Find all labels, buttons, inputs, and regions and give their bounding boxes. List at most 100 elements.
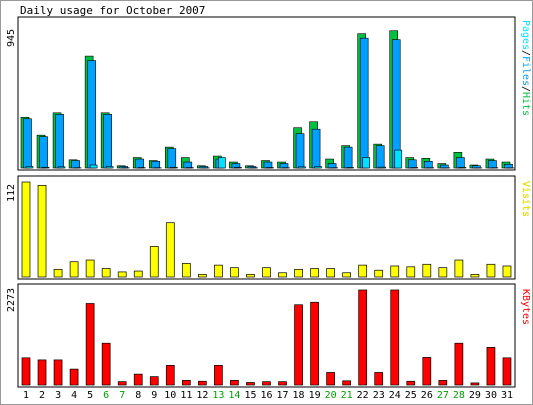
bar-files-day-17 [279,163,289,169]
bar-files-day-23 [375,145,385,169]
x-tick-label: 29 [469,390,481,401]
bar-kbytes-day-6 [101,342,111,386]
bar-pages-day-6 [105,166,114,169]
bar-visits-day-13 [214,264,223,278]
bar-files-day-5 [87,60,96,169]
bar-files-day-10 [167,148,177,169]
bar-visits-day-1 [21,181,31,278]
legend-separator: / [520,50,531,56]
bar-visits-day-5 [85,259,95,278]
bar-kbytes-day-27 [438,380,448,386]
legend-separator: / [520,86,531,92]
bar-kbytes-day-18 [294,304,303,386]
bar-visits-day-12 [198,274,207,278]
bar-visits-day-17 [278,272,287,278]
x-tick-label: 13 [212,390,224,401]
bar-pages-day-1 [25,166,34,169]
bar-visits-day-31 [502,265,512,278]
bar-kbytes-day-19 [310,301,319,386]
bar-files-day-2 [39,136,48,169]
ymax-label: 945 [6,29,17,47]
bar-kbytes-day-17 [278,381,287,386]
bar-files-day-11 [183,161,193,169]
bar-kbytes-day-1 [21,357,31,386]
x-tick-label: 11 [180,390,192,401]
bar-visits-day-15 [246,274,255,278]
legend-visits: Visits [520,181,531,217]
bar-kbytes-day-23 [374,372,384,386]
bar-visits-day-8 [133,270,143,278]
x-tick-label: 21 [341,390,353,401]
x-tick-label: 9 [151,390,157,401]
bar-pages-day-24 [394,149,403,169]
bar-kbytes-day-7 [117,381,127,386]
legend-kbytes: KBytes [520,289,531,325]
bar-kbytes-day-3 [53,359,63,386]
bar-visits-day-24 [390,265,400,278]
bar-kbytes-day-5 [85,303,95,386]
x-tick-label: 19 [309,390,321,401]
bar-kbytes-day-8 [133,373,143,386]
panel-frame [17,175,516,280]
bar-kbytes-day-2 [37,359,47,386]
bar-files-day-3 [55,113,64,169]
bar-files-day-22 [359,37,369,169]
bar-visits-day-7 [117,271,127,278]
x-tick-label: 27 [437,390,449,401]
bar-visits-day-4 [69,261,79,278]
x-tick-label: 17 [277,390,289,401]
x-tick-label: 2 [39,390,45,401]
bar-pages-day-14 [234,166,242,169]
bar-files-day-19 [311,128,321,169]
x-tick-label: 18 [293,390,305,401]
bar-files-day-31 [504,163,513,169]
panel-kbytes: 2273 KBytes [6,283,531,388]
bar-kbytes-day-25 [406,380,416,386]
bar-files-day-28 [456,157,465,169]
bar-visits-day-25 [406,266,416,278]
bar-visits-day-19 [310,268,319,278]
x-tick-label: 23 [373,390,385,401]
x-tick-label: 25 [405,390,417,401]
bar-kbytes-day-21 [342,380,351,386]
x-tick-label: 6 [103,390,109,401]
legend-item-files: Files [520,56,531,86]
bar-files-day-25 [407,159,417,169]
x-tick-label: 15 [244,390,256,401]
bar-files-day-1 [23,118,32,169]
bar-kbytes-day-10 [165,365,175,386]
bar-kbytes-day-30 [486,347,496,386]
x-tick-label: 28 [453,390,465,401]
bar-kbytes-day-20 [326,372,335,386]
x-tick-label: 20 [325,390,337,401]
panel-frame [17,283,516,388]
bar-pages-day-19 [314,166,322,169]
bar-kbytes-day-24 [390,289,400,386]
bar-visits-day-22 [358,264,368,278]
legend-item-pages: Pages [520,20,531,50]
x-tick-label: 8 [135,390,141,401]
bar-visits-day-30 [486,263,496,278]
bar-kbytes-day-9 [149,376,159,386]
bar-kbytes-day-14 [230,380,239,386]
panel-hits-files-pages: 945 Pages/Files/Hits [6,16,531,171]
bar-files-day-24 [391,39,401,169]
panel-frame [17,16,516,171]
bar-visits-day-26 [422,263,432,278]
bar-pages-day-5 [89,164,98,169]
bar-files-day-9 [151,160,161,169]
legend-hits-files-pages: Pages/Files/Hits [520,20,531,116]
bar-kbytes-day-15 [246,382,255,386]
bar-files-day-21 [343,146,353,169]
x-tick-label: 14 [228,390,240,401]
bar-visits-day-6 [101,268,111,278]
bar-visits-day-21 [342,272,351,278]
x-tick-label: 10 [164,390,176,401]
ymax-label: 112 [6,184,17,202]
bar-visits-day-18 [294,269,303,278]
bar-visits-day-27 [438,267,448,278]
bar-files-day-8 [135,158,145,169]
panel-visits: 112 Visits [6,175,531,280]
bar-pages-day-28 [458,166,467,169]
bars-kbytes [21,289,512,386]
